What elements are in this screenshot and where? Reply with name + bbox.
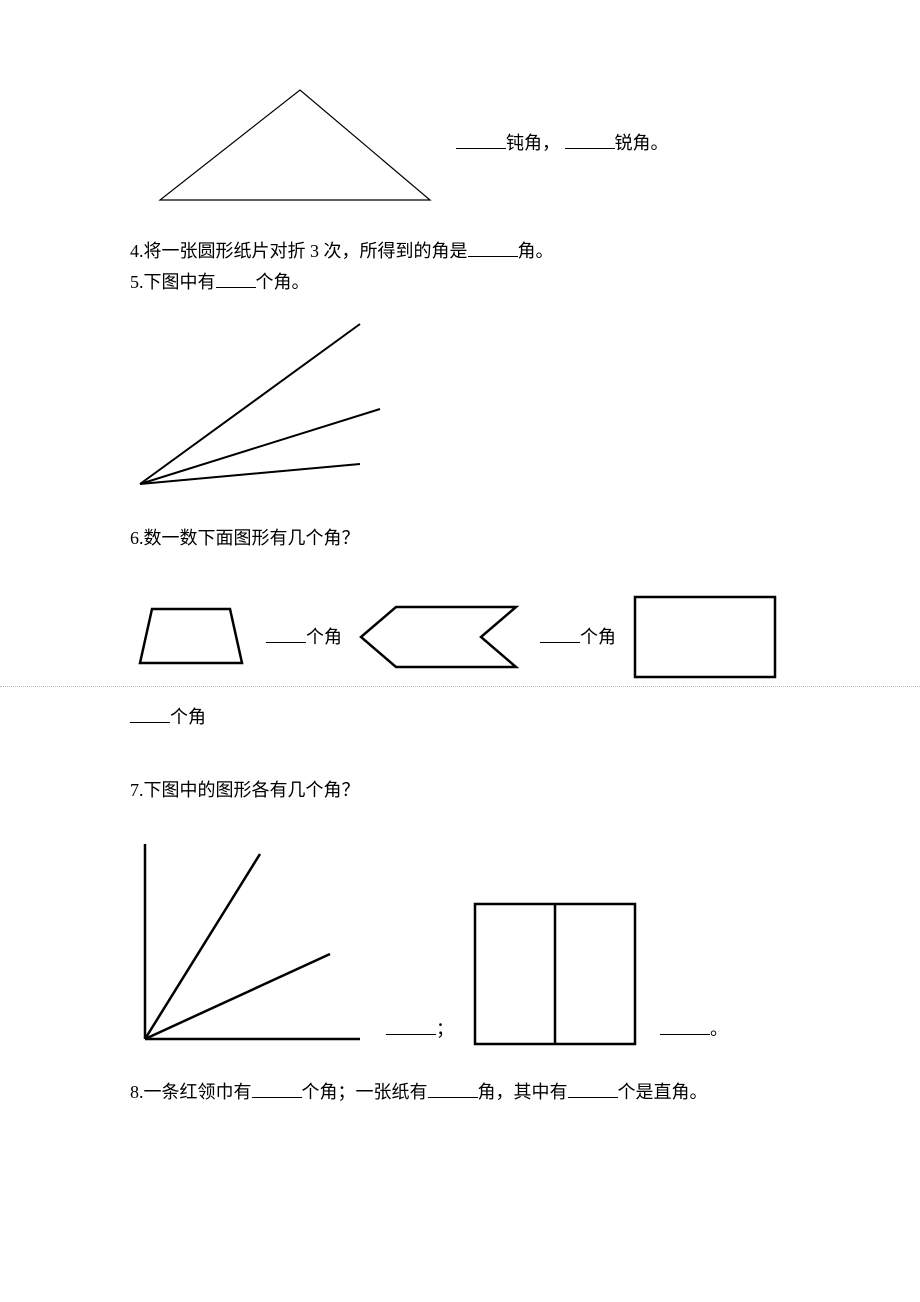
q6-unit-1: 个角 [306,627,342,647]
q3-acute-suffix: 锐角。 [615,133,669,153]
q8-blank-2[interactable] [428,1080,478,1098]
q4-after: 角。 [518,241,554,261]
rays3-figure [130,314,390,494]
q5-after: 个角。 [256,272,310,292]
rectangle-q6-figure [630,592,780,682]
q5-blank[interactable] [216,270,256,288]
triangle-figure [140,80,440,210]
q4-blank[interactable] [468,239,518,257]
q6-unit-2: 个角 [580,627,616,647]
q7-sep: ； [436,1019,454,1039]
q5-before: 5.下图中有 [130,272,216,292]
q6-blank-3[interactable] [130,705,170,723]
q6-blank-2[interactable] [540,625,580,643]
q4-before: 4.将一张圆形纸片对折 3 次，所得到的角是 [130,241,468,261]
trapezoid-figure [130,601,252,673]
q6-unit-3: 个角 [170,707,206,727]
q7-end: 。 [710,1019,728,1039]
q8-text: 8.一条红领巾有 个角；一张纸有 角，其中有 个是直角。 [130,1079,790,1106]
q4-text: 4.将一张圆形纸片对折 3 次，所得到的角是 角。 [130,238,790,265]
q7-blank-2[interactable] [660,1017,710,1035]
q6-prompt: 6.数一数下面图形有几个角？ [130,525,790,552]
rays4-figure [130,834,370,1049]
q8-t3: 角，其中有 [478,1082,568,1102]
q7-blank-1[interactable] [386,1017,436,1035]
split-rect-figure [470,899,640,1049]
q6-arrow-label: 个角 [540,624,616,651]
q3-blank-obtuse[interactable] [456,131,506,149]
q8-t2: 个角；一张纸有 [302,1082,428,1102]
q7-blank1-wrap: ； [386,1016,454,1043]
q5-text: 5.下图中有 个角。 [130,269,790,296]
q8-t4: 个是直角。 [618,1082,708,1102]
arrow-shape-figure [356,599,526,675]
q8-blank-3[interactable] [568,1080,618,1098]
q7-blank2-wrap: 。 [660,1016,728,1043]
q6-trapezoid-label: 个角 [266,624,342,651]
q3-blank-acute[interactable] [565,131,615,149]
q7-prompt: 7.下图中的图形各有几个角？ [130,777,790,804]
q6-rect-label: 个角 [130,704,790,731]
q3-labels: 钝角， 锐角。 [456,130,669,157]
q3-obtuse-suffix: 钝角， [506,133,560,153]
q8-t1: 8.一条红领巾有 [130,1082,252,1102]
q6-blank-1[interactable] [266,625,306,643]
q8-blank-1[interactable] [252,1080,302,1098]
